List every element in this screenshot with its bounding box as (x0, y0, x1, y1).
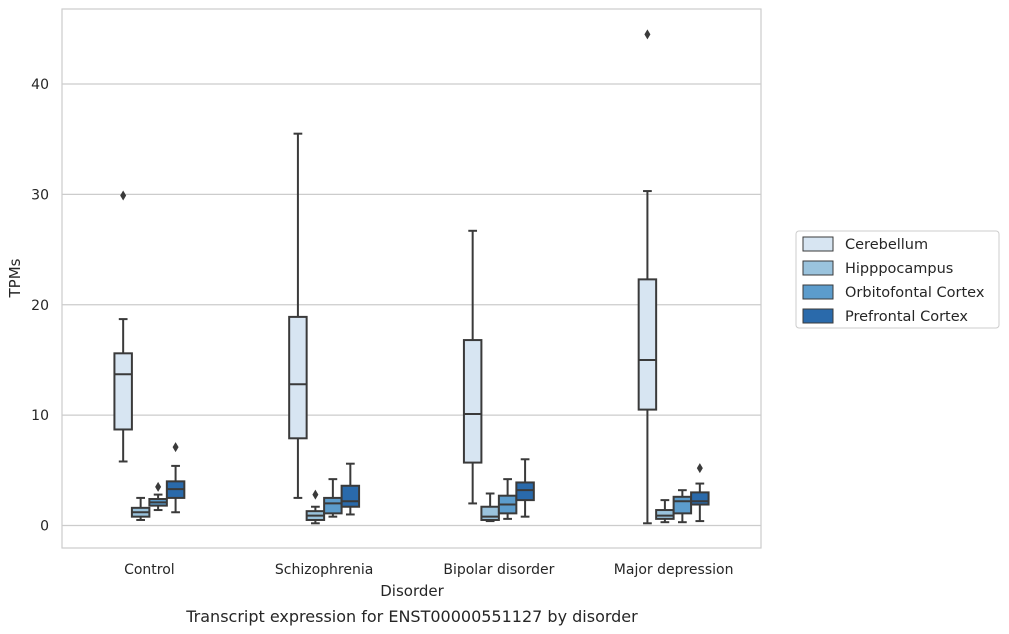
box-prefrontal-cortex (340, 462, 361, 516)
outlier-point (696, 463, 703, 474)
legend-swatch (802, 260, 834, 276)
box-prefrontal-cortex (165, 442, 186, 514)
iqr-box (323, 496, 343, 515)
box-hipppocampus (130, 496, 151, 521)
y-tick-label: 10 (31, 408, 49, 424)
legend-label: Hipppocampus (845, 261, 953, 277)
iqr-box (462, 339, 483, 464)
plot-frame (61, 8, 762, 549)
box-orbitofontal-cortex (148, 481, 168, 512)
legend-label: Cerebellum (845, 237, 928, 253)
legend-frame (795, 230, 1000, 329)
outlier-point (644, 29, 651, 40)
box-orbitofontal-cortex (497, 478, 518, 520)
legend-entries: Cerebellum Hipppocampus Orbitofontal Corte… (802, 236, 985, 325)
iqr-box (340, 484, 361, 508)
y-tick-label: 30 (31, 187, 49, 203)
y-tick-labels: 0 10 20 30 40 (31, 77, 49, 535)
box-prefrontal-cortex (690, 463, 710, 523)
box-cerebellum (462, 229, 483, 505)
y-tick-label: 20 (31, 298, 49, 314)
x-axis-label: Disorder (380, 582, 444, 600)
iqr-box (637, 278, 658, 411)
legend: Cerebellum Hipppocampus Orbitofontal Corte… (795, 230, 1000, 329)
outlier-point (312, 489, 319, 500)
legend-label: Prefrontal Cortex (845, 309, 968, 325)
iqr-box (515, 481, 535, 502)
y-tick-label: 0 (40, 519, 49, 535)
iqr-box (113, 352, 133, 431)
y-axis-label: TPMs (6, 258, 24, 298)
box-plot-marks (113, 29, 710, 525)
legend-swatch (802, 284, 834, 300)
outlier-point (120, 190, 127, 201)
iqr-box (690, 491, 710, 506)
box-cerebellum (637, 29, 658, 525)
iqr-box (288, 315, 308, 440)
box-cerebellum (113, 190, 133, 463)
iqr-box (672, 495, 693, 515)
legend-swatch (802, 308, 834, 324)
outlier-point (172, 442, 179, 453)
box-hipppocampus (655, 499, 675, 524)
box-prefrontal-cortex (515, 458, 535, 518)
x-tick-label: Schizophrenia (275, 562, 373, 578)
iqr-box (655, 509, 675, 520)
outlier-point (155, 481, 162, 492)
x-tick-labels: Control Schizophrenia Bipolar disorder Majo… (124, 562, 733, 578)
x-tick-label: Bipolar disorder (443, 562, 554, 578)
chart-caption: Transcript expression for ENST0000055112… (185, 607, 638, 626)
legend-swatch (802, 236, 834, 252)
legend-label: Orbitofontal Cortex (845, 285, 985, 301)
box-hipppocampus (305, 489, 326, 525)
box-cerebellum (288, 132, 308, 499)
x-tick-label: Major depression (614, 562, 734, 578)
x-tick-label: Control (124, 562, 175, 578)
y-tick-label: 40 (31, 77, 49, 93)
iqr-box (480, 505, 500, 521)
